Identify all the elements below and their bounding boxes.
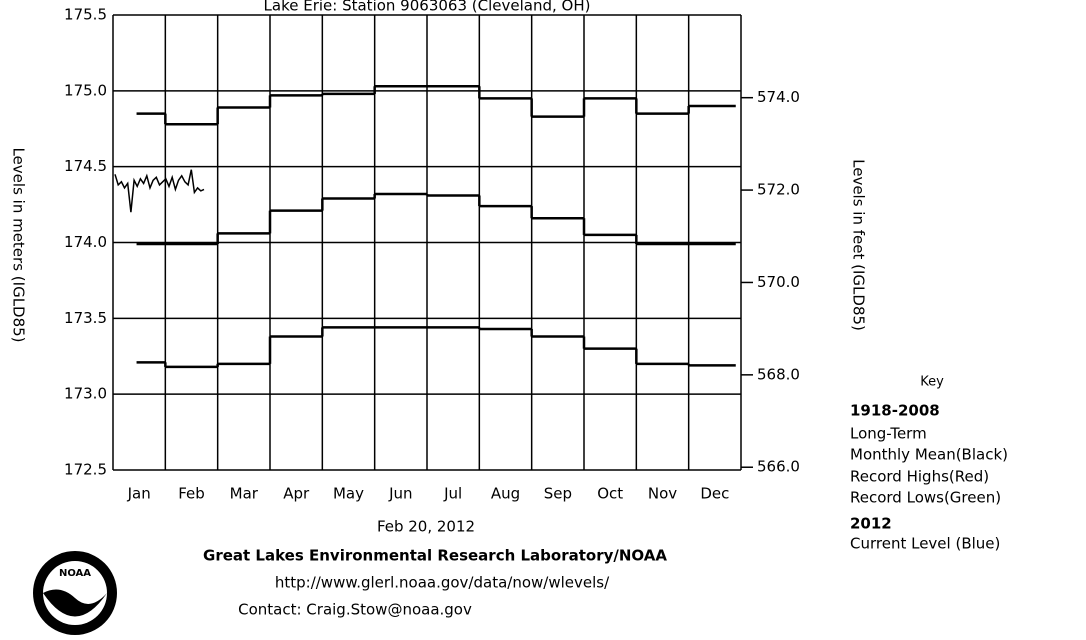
x-tick-label: May bbox=[333, 485, 364, 503]
x-tick-label: Oct bbox=[597, 485, 623, 503]
x-tick-label: Jul bbox=[443, 485, 462, 503]
noaa-logo: NOAA bbox=[33, 551, 117, 635]
key-title: Key bbox=[920, 375, 944, 390]
y2-tick-label: 572.0 bbox=[757, 181, 800, 199]
x-tick-label: Jan bbox=[127, 485, 151, 503]
key-line: Record Lows(Green) bbox=[850, 489, 1001, 507]
y-axis-label: Levels in meters (IGLD85) bbox=[10, 147, 28, 342]
y2-axis-label: Levels in feet (IGLD85) bbox=[850, 159, 868, 331]
current-level bbox=[114, 169, 205, 213]
footer-contact: Contact: Craig.Stow@noaa.gov bbox=[238, 601, 472, 619]
footer-lab: Great Lakes Environmental Research Labor… bbox=[203, 547, 667, 565]
x-tick-label: Dec bbox=[700, 485, 729, 503]
x-tick-label: Mar bbox=[230, 485, 259, 503]
y-tick-label: 172.5 bbox=[64, 461, 107, 479]
y2-tick-label: 574.0 bbox=[757, 88, 800, 106]
x-tick-label: Nov bbox=[648, 485, 677, 503]
key-line: Monthly Mean(Black) bbox=[850, 446, 1008, 464]
key-line: Record Highs(Red) bbox=[850, 468, 989, 486]
x-tick-label: Apr bbox=[283, 485, 310, 503]
key-current: Current Level (Blue) bbox=[850, 535, 1000, 553]
x-tick-label: Jun bbox=[388, 485, 412, 503]
logo-text: NOAA bbox=[59, 568, 91, 579]
y-tick-label: 173.0 bbox=[64, 385, 107, 403]
y-tick-label: 173.5 bbox=[64, 309, 107, 327]
x-tick-label: Sep bbox=[544, 485, 572, 503]
date: Feb 20, 2012 bbox=[377, 518, 475, 536]
key-year: 2012 bbox=[850, 515, 892, 533]
y2-tick-label: 568.0 bbox=[757, 365, 800, 383]
y-tick-label: 175.5 bbox=[64, 6, 107, 24]
x-tick-label: Feb bbox=[178, 485, 205, 503]
y-tick-label: 175.0 bbox=[64, 81, 107, 99]
footer-url: http://www.glerl.noaa.gov/data/now/wleve… bbox=[275, 574, 610, 592]
y-tick-label: 174.0 bbox=[64, 233, 107, 251]
y2-tick-label: 570.0 bbox=[757, 273, 800, 291]
y2-tick-label: 566.0 bbox=[757, 458, 800, 476]
y-tick-label: 174.5 bbox=[64, 157, 107, 175]
x-tick-label: Aug bbox=[491, 485, 520, 503]
key-line: Long-Term bbox=[850, 425, 927, 443]
chart-title: Lake Erie: Station 9063063 (Cleveland, O… bbox=[264, 0, 591, 15]
key-period: 1918-2008 bbox=[850, 402, 940, 420]
